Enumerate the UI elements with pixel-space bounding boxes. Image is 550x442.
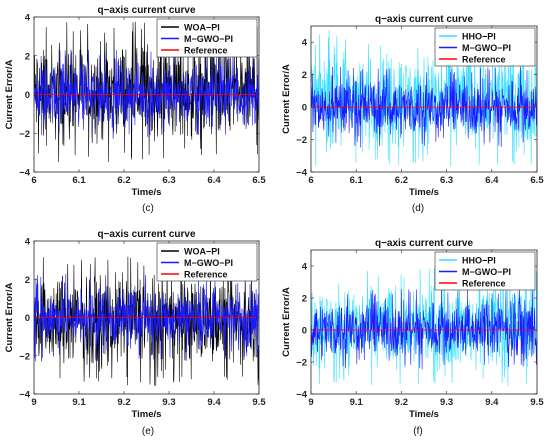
panel-label: (f)	[413, 426, 422, 437]
chart-panel-c: 6 6.1 6.2 6.3 6.4 6.5 −4 −2 0 2 4 q−axis current cu…	[4, 5, 266, 214]
x-tick-label: 6.3	[440, 175, 453, 186]
series-line-m-gwo-pi	[311, 66, 537, 148]
chart-panel-d: 6 6.1 6.2 6.3 6.4 6.5 −4 −2 0 2 4 q−axis current cu…	[281, 14, 544, 214]
series-line-m-gwo-pi	[34, 273, 259, 362]
chart-title: q−axis current curve	[375, 14, 474, 25]
x-axis-label: Time/s	[409, 409, 439, 420]
chart-title: q−axis current curve	[97, 5, 196, 16]
y-axis-label: Current Error/A	[4, 283, 15, 353]
legend-label: Reference	[462, 54, 506, 64]
x-tick-label: 9.4	[485, 397, 499, 408]
chart-title: q−axis current curve	[375, 238, 474, 249]
y-tick-label: −4	[19, 390, 31, 401]
x-tick-label: 9.1	[350, 397, 364, 408]
x-tick-label: 9.1	[72, 397, 86, 408]
legend-label: Reference	[184, 45, 228, 55]
x-tick-label: 9.2	[117, 397, 130, 408]
y-tick-label: 0	[302, 326, 307, 337]
x-tick-label: 9.3	[440, 397, 453, 408]
y-tick-label: −4	[296, 390, 308, 401]
x-tick-label: 6	[308, 175, 313, 186]
chart-title: q−axis current curve	[97, 229, 196, 240]
x-tick-label: 6	[31, 175, 36, 186]
y-tick-label: 2	[302, 294, 307, 305]
legend-label: WOA−PI	[184, 246, 220, 256]
y-axis-label: Current Error/A	[4, 60, 15, 130]
x-tick-label: 6.5	[530, 175, 544, 186]
panel-label: (e)	[142, 426, 154, 437]
x-axis-label: Time/s	[132, 187, 162, 198]
x-tick-label: 6.1	[72, 175, 86, 186]
y-tick-label: 2	[302, 70, 307, 81]
x-tick-label: 6.4	[485, 175, 499, 186]
x-tick-label: 9.4	[207, 397, 221, 408]
x-tick-label: 9	[308, 397, 313, 408]
x-tick-label: 9.3	[162, 397, 175, 408]
series-group	[34, 256, 259, 386]
y-axis-label: Current Error/A	[281, 64, 292, 134]
x-tick-label: 6.2	[117, 175, 130, 186]
series-line-m-gwo-pi	[311, 288, 537, 370]
axes-frame	[310, 249, 538, 395]
y-tick-label: −2	[19, 129, 30, 140]
y-tick-label: 0	[25, 313, 30, 324]
x-tick-label: 6.5	[252, 175, 266, 186]
y-tick-label: −4	[19, 168, 31, 179]
x-tick-label: 6.1	[350, 175, 364, 186]
y-tick-label: 2	[25, 51, 30, 62]
x-tick-label: 9	[31, 397, 36, 408]
panel-label: (c)	[142, 203, 154, 214]
legend-label: HHO−PI	[462, 255, 496, 265]
y-tick-label: 4	[25, 237, 31, 248]
x-axis-label: Time/s	[132, 409, 162, 420]
x-tick-label: 6.4	[207, 175, 221, 186]
x-tick-label: 6.3	[162, 175, 175, 186]
series-group	[311, 267, 537, 386]
y-tick-label: −2	[296, 135, 307, 146]
chart-panel-f: 9 9.1 9.2 9.3 9.4 9.5 −4 −2 0 2 4 q−axis current cu…	[281, 238, 544, 437]
y-tick-label: 0	[25, 90, 30, 101]
legend-label: M−GWO−PI	[462, 267, 511, 277]
y-tick-label: −2	[296, 358, 307, 369]
y-tick-label: 4	[302, 38, 308, 49]
axes-frame	[310, 25, 538, 173]
panel-label: (d)	[412, 203, 424, 214]
x-tick-label: 9.5	[530, 397, 544, 408]
x-tick-label: 9.5	[252, 397, 266, 408]
y-axis-label: Current Error/A	[281, 287, 292, 357]
legend-label: WOA−PI	[184, 22, 220, 32]
legend-label: HHO−PI	[462, 31, 496, 41]
y-tick-label: 4	[302, 262, 308, 273]
x-tick-label: 9.2	[395, 397, 408, 408]
legend-label: M−GWO−PI	[462, 43, 511, 53]
legend-label: Reference	[462, 278, 506, 288]
x-axis-label: Time/s	[409, 187, 439, 198]
chart-panel-e: 9 9.1 9.2 9.3 9.4 9.5 −4 −2 0 2 4 q−axis current cu…	[4, 229, 266, 437]
series-group	[34, 20, 259, 163]
legend-label: M−GWO−PI	[184, 258, 233, 268]
y-tick-label: −4	[296, 168, 308, 179]
legend-label: M−GWO−PI	[184, 34, 233, 44]
x-tick-label: 6.2	[395, 175, 408, 186]
y-tick-label: −2	[19, 351, 30, 362]
y-tick-label: 0	[302, 103, 307, 114]
y-tick-label: 4	[25, 13, 31, 24]
y-tick-label: 2	[25, 275, 30, 286]
legend-label: Reference	[184, 269, 228, 279]
